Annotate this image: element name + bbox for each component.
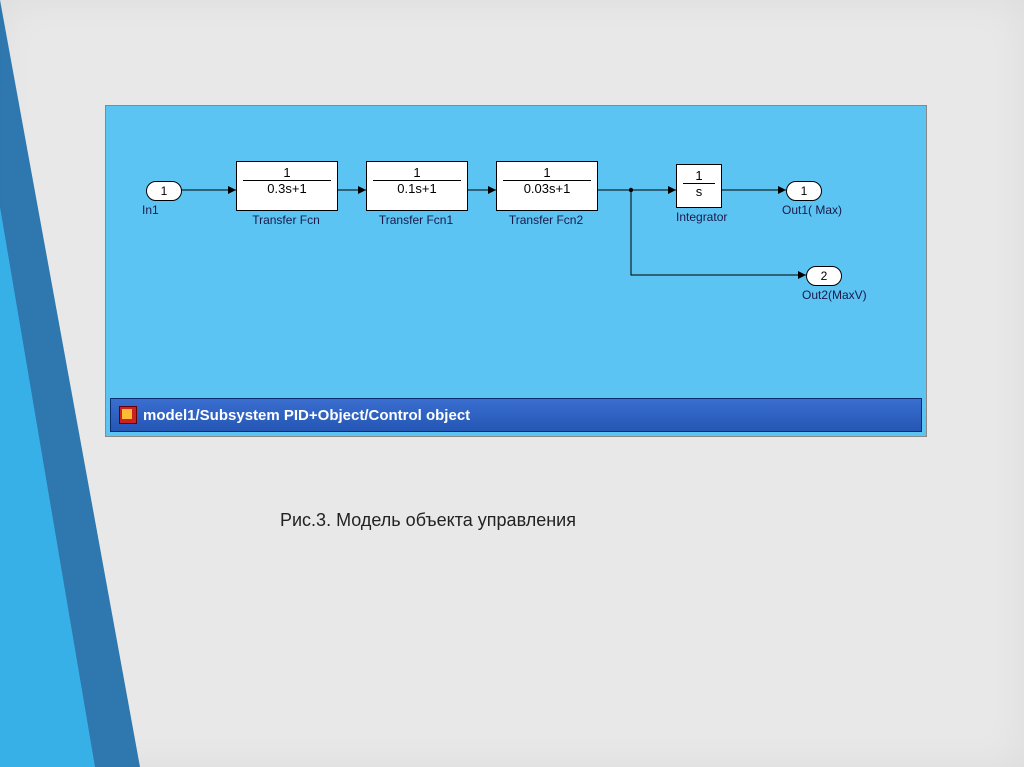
port-in1[interactable]: 1 [146,181,182,201]
figure-caption: Рис.3. Модель объекта управления [280,510,576,531]
simulink-panel: 10.3s+1 Transfer Fcn 10.1s+1 Transfer Fcn1 1… [105,105,927,437]
port-out2[interactable]: 2 [806,266,842,286]
decor-triangle-front [0,207,95,767]
signal-wires [106,106,926,396]
port-label: Out2(MaxV) [802,288,867,302]
block-label: Transfer Fcn [236,213,336,227]
block-label: Transfer Fcn2 [496,213,596,227]
port-out1[interactable]: 1 [786,181,822,201]
block-tf0[interactable]: 10.3s+1 [236,161,338,211]
block-diagram: 10.3s+1 Transfer Fcn 10.1s+1 Transfer Fcn1 1… [106,106,926,396]
block-tf1[interactable]: 10.1s+1 [366,161,468,211]
taskbar-title: model1/Subsystem PID+Object/Control obje… [143,407,470,424]
block-label: Integrator [676,210,720,224]
window-taskbar: model1/Subsystem PID+Object/Control obje… [110,398,922,432]
block-tf2[interactable]: 10.03s+1 [496,161,598,211]
block-label: Transfer Fcn1 [366,213,466,227]
slide: 10.3s+1 Transfer Fcn 10.1s+1 Transfer Fcn1 1… [0,0,1024,767]
port-label: In1 [142,203,159,217]
block-int[interactable]: 1s [676,164,722,208]
port-label: Out1( Max) [782,203,842,217]
simulink-icon [119,406,137,424]
